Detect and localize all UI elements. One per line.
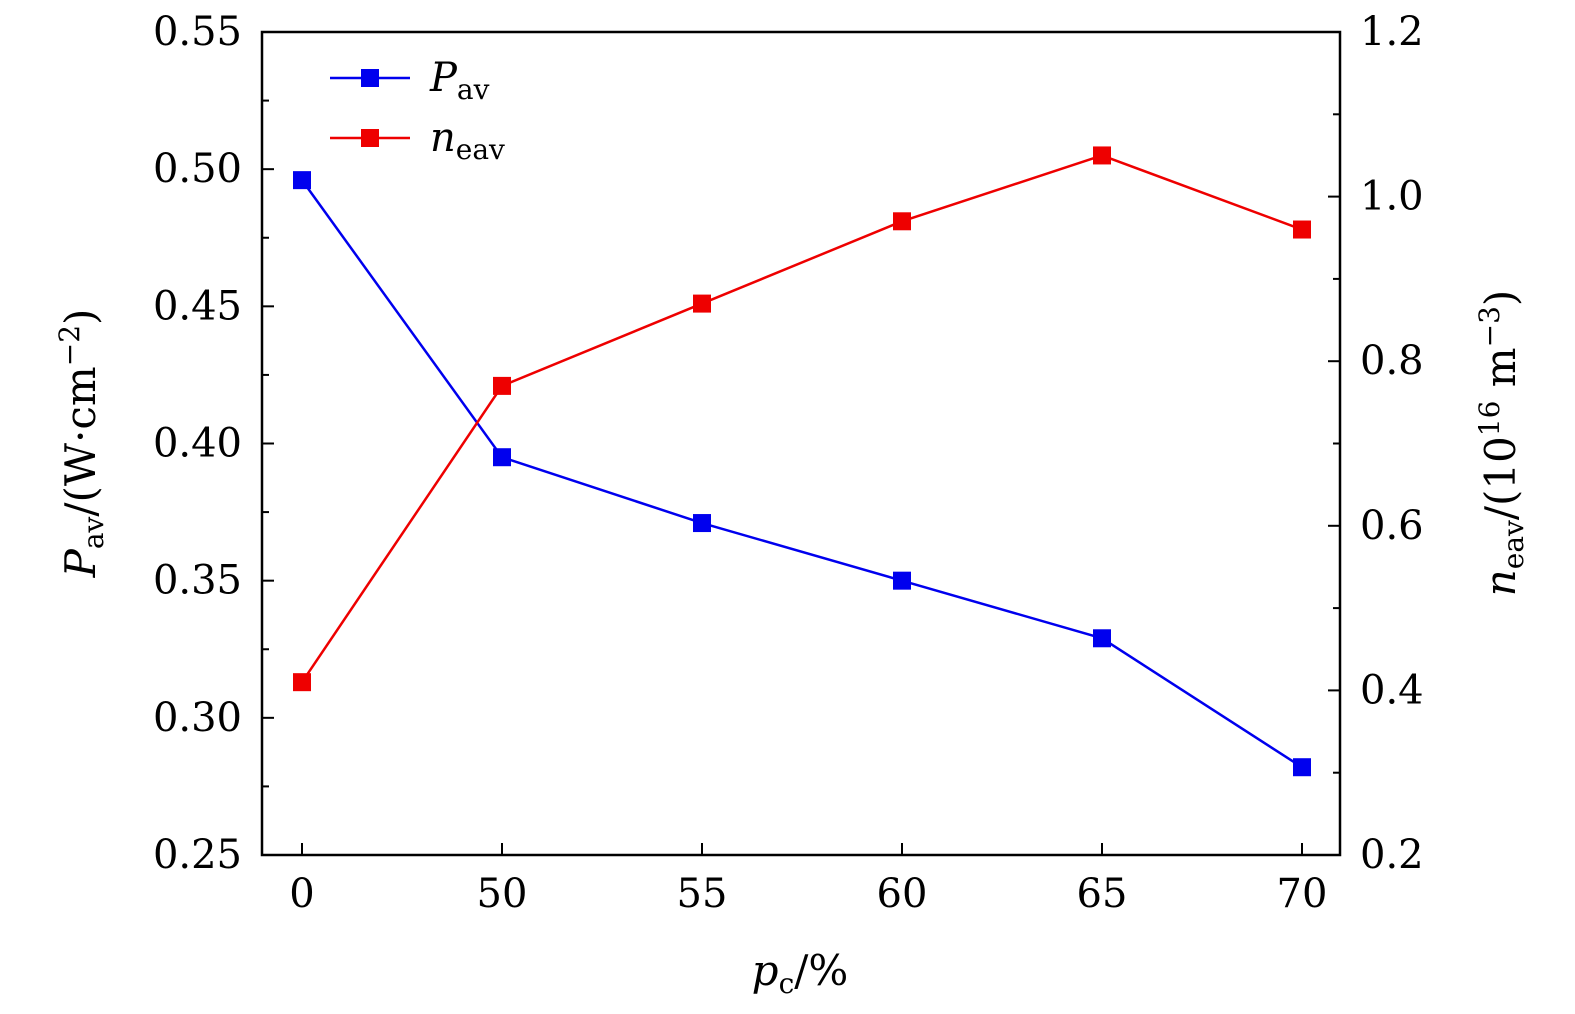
data-point-P_av: [1293, 758, 1311, 777]
data-point-P_av: [693, 514, 711, 533]
y-right-tick-label: 1.0: [1360, 174, 1424, 220]
x-tick-label: 70: [1277, 871, 1328, 917]
y-right-tick-label: 0.8: [1360, 338, 1424, 384]
data-point-n_eav: [493, 376, 511, 395]
x-tick-label: 0: [289, 871, 314, 917]
data-point-n_eav: [893, 212, 911, 231]
y-right-tick-label: 1.2: [1360, 9, 1424, 55]
y-right-axis: 0.2 0.4 0.6 0.8 1.0 1.2: [1328, 9, 1424, 878]
y-left-tick-label: 0.25: [153, 832, 242, 878]
y-left-tick-label: 0.45: [153, 283, 242, 329]
data-point-n_eav: [293, 673, 311, 692]
series-layer: [293, 146, 1311, 777]
series-line-n_eav: [300, 154, 1303, 683]
y-left-tick-label: 0.35: [153, 558, 242, 604]
y-left-axis-label: Pav/(W·cm−2): [53, 309, 110, 579]
y-right-tick-label: 0.6: [1360, 503, 1424, 549]
data-point-P_av: [493, 448, 511, 467]
x-tick-label: 55: [677, 871, 728, 917]
legend-marker: [361, 69, 379, 87]
legend-marker: [361, 129, 379, 147]
x-tick-label: 65: [1077, 871, 1128, 917]
x-tick-label: 60: [877, 871, 928, 917]
x-tick-label: 50: [477, 871, 528, 917]
y-right-tick-label: 0.4: [1360, 667, 1424, 713]
series-line-P_av: [300, 179, 1303, 769]
x-axis: 0 50 55 60 65 70: [289, 843, 1327, 917]
y-right-axis-label: neav/(1016 m−3): [1473, 290, 1530, 597]
y-left-tick-label: 0.30: [153, 695, 242, 741]
data-point-n_eav: [1093, 146, 1111, 165]
data-point-P_av: [893, 571, 911, 590]
legend-label: Pav: [429, 55, 490, 106]
data-point-P_av: [1093, 629, 1111, 648]
data-point-n_eav: [1293, 220, 1311, 239]
plot-frame: [260, 30, 1342, 857]
y-left-axis: 0.25 0.30 0.35 0.40 0.45 0.50 0.55: [153, 9, 274, 878]
y-left-tick-label: 0.40: [153, 421, 242, 467]
x-axis-label: pc/%: [752, 946, 849, 1000]
legend-label: neav: [430, 115, 505, 166]
y-left-tick-label: 0.50: [153, 146, 242, 192]
y-left-tick-label: 0.55: [153, 9, 242, 55]
legend: Pav neav: [330, 55, 505, 166]
data-point-P_av: [293, 171, 311, 190]
data-point-n_eav: [693, 294, 711, 313]
y-right-tick-label: 0.2: [1360, 832, 1424, 878]
